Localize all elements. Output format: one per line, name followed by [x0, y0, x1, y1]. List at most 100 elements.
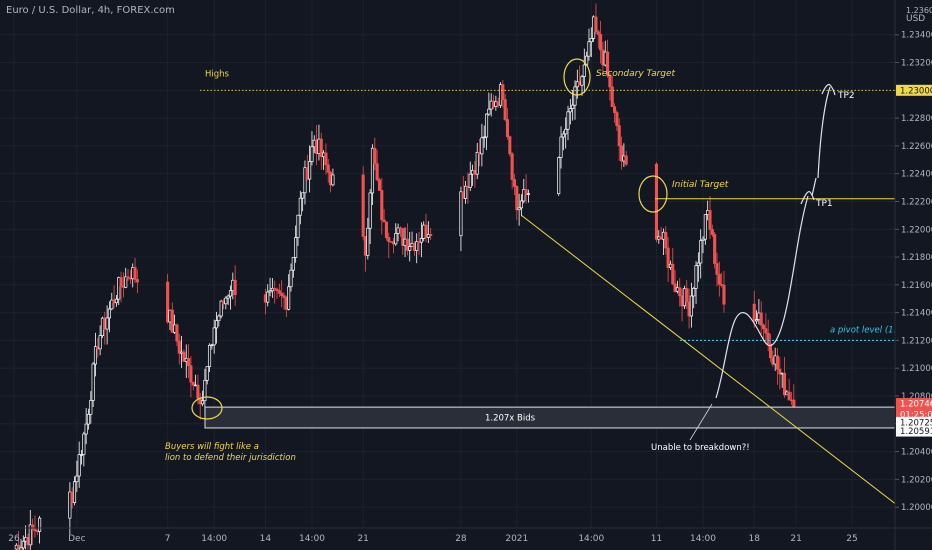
candle: [557, 157, 561, 195]
candle: [79, 454, 84, 456]
candle: [31, 524, 35, 530]
candle: [515, 186, 519, 211]
candle: [291, 257, 295, 271]
candle: [114, 298, 118, 304]
price-tag-2: 1.20591: [900, 427, 932, 437]
candle: [664, 231, 668, 249]
candle: [408, 246, 412, 251]
candle: [692, 288, 696, 297]
y-tick-label: 1.20400: [901, 448, 932, 458]
initial-target-label: Initial Target: [672, 180, 729, 190]
candle: [787, 391, 791, 401]
time-axis[interactable]: 26 Dec 7 14:00 14 14:00 21 28 2021 14:00 11 14:00 18…: [0, 527, 932, 544]
candle: [608, 74, 612, 88]
candle: [21, 540, 25, 549]
candle: [91, 363, 95, 401]
buyers-ellipse: [191, 396, 223, 420]
bids-zone-label: 1.207x Bids: [485, 414, 536, 424]
candle: [212, 327, 216, 346]
candle: [110, 299, 114, 310]
candle: [487, 108, 491, 115]
candle: [280, 292, 284, 296]
candle: [377, 179, 382, 191]
candle: [694, 265, 698, 289]
candle: [275, 288, 279, 292]
candle: [715, 263, 719, 275]
y-tick-label: 1.21800: [901, 253, 932, 263]
y-tick-label: 1.22600: [901, 142, 932, 152]
axis-top-tick: 1.23600: [906, 6, 932, 15]
last-price-tag-bg: [896, 398, 932, 410]
trendline: [521, 214, 932, 533]
candle: [326, 164, 330, 173]
candle: [228, 290, 233, 297]
countdown-tag-bg: [896, 409, 932, 421]
price-tag-1: 1.20725: [900, 418, 932, 428]
candle: [419, 238, 423, 243]
buyers-text-line1: Buyers will fight like a: [165, 442, 259, 452]
candle: [526, 193, 530, 195]
buyers-text-line2: lion to defend their jurisdiction: [165, 453, 296, 463]
y-tick-label: 1.21200: [901, 336, 932, 346]
candle: [126, 276, 130, 279]
candle: [505, 119, 510, 138]
candle: [166, 281, 170, 323]
price-axis[interactable]: 1.200001.202001.204001.206001.208001.210…: [894, 0, 932, 550]
candle: [775, 355, 780, 370]
candle: [370, 147, 375, 194]
candle: [482, 136, 486, 139]
x-tick-label: 14:00: [690, 534, 716, 544]
y-tick-label: 1.21400: [901, 309, 932, 319]
candle: [568, 108, 572, 113]
candle: [28, 524, 32, 546]
candle: [405, 238, 409, 251]
candle: [573, 86, 577, 106]
candle: [182, 351, 186, 362]
candle: [508, 136, 512, 155]
candle: [566, 111, 570, 130]
candle: [210, 344, 214, 347]
candle: [703, 214, 707, 240]
candle: [468, 173, 472, 188]
projection-path-1: [715, 195, 809, 399]
candle: [594, 16, 598, 33]
candle: [717, 274, 721, 285]
candle: [203, 379, 207, 402]
y-tick-label: 1.23400: [901, 31, 932, 41]
candle: [289, 269, 293, 288]
grid-lines: [0, 0, 895, 528]
candle: [224, 297, 228, 305]
candle: [368, 192, 372, 229]
candle: [464, 185, 468, 199]
x-tick-label: Dec: [68, 534, 85, 544]
chart-annotations: Highs a pivot level (1.212x) 1.207x Bids Se…: [165, 58, 932, 533]
candle: [429, 234, 433, 237]
breakdown-label: Unable to breakdown?!: [651, 443, 750, 453]
candle: [268, 290, 272, 293]
candle: [191, 381, 195, 386]
candle: [559, 136, 563, 158]
candle: [571, 104, 575, 109]
candle: [589, 38, 593, 43]
y-tick-label: 1.21600: [901, 281, 932, 291]
candle: [685, 288, 689, 303]
tp1-arrow-head: [800, 190, 815, 205]
axis-currency: 1.23600 USD: [906, 6, 932, 24]
candle: [82, 433, 86, 455]
tp2-arrow-head: [821, 83, 836, 96]
x-tick-label: 21: [790, 534, 801, 544]
highs-price-tag: 1.23000: [900, 86, 932, 96]
candle: [708, 210, 712, 230]
candle: [387, 237, 391, 242]
candle: [587, 41, 591, 57]
candle: [759, 312, 763, 326]
candle: [266, 291, 270, 303]
candle: [124, 276, 128, 288]
candle: [89, 400, 93, 415]
candle: [107, 308, 111, 319]
candle: [324, 152, 328, 166]
candle: [373, 147, 377, 165]
candle: [77, 454, 81, 477]
y-tick-label: 1.20200: [901, 475, 932, 485]
